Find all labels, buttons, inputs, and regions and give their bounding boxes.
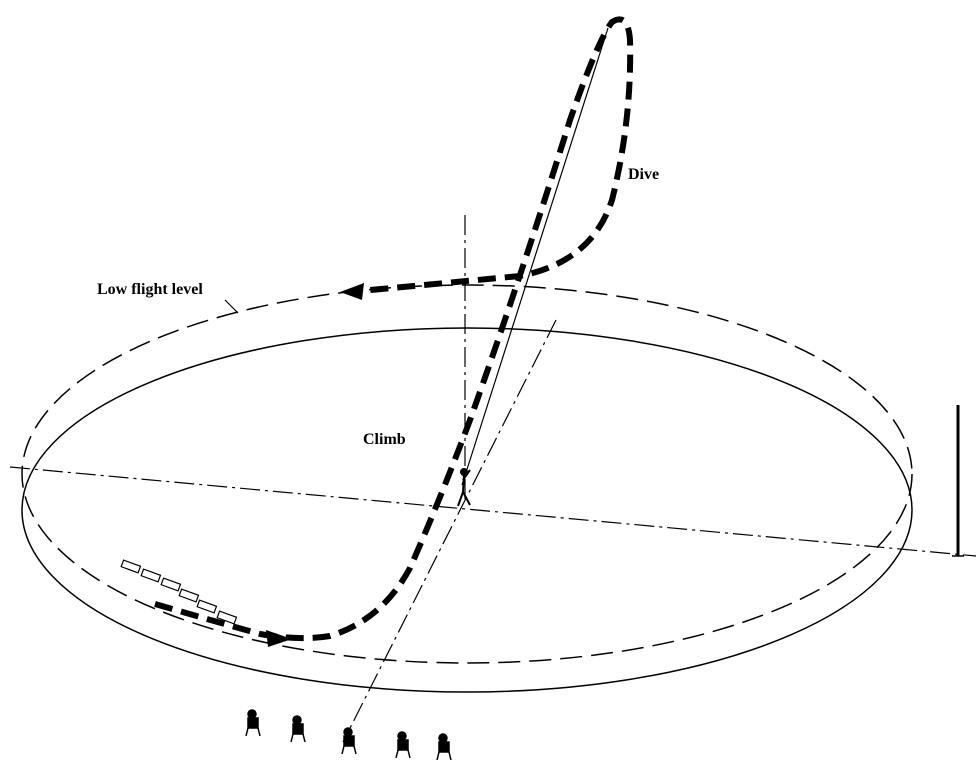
low-flight-label: Low flight level — [97, 281, 203, 298]
arrow-right — [266, 630, 292, 647]
spectators — [245, 709, 452, 761]
ground-circle — [21, 327, 913, 693]
main-axis — [9, 466, 976, 557]
arrow-left — [340, 283, 364, 300]
pilot — [457, 468, 471, 507]
flight-path — [154, 16, 634, 642]
low-flight-circle — [21, 284, 913, 664]
approach-marks — [120, 559, 238, 625]
climb-label: Climb — [363, 431, 406, 448]
dive-label: Dive — [628, 166, 659, 183]
sight-axis — [342, 319, 557, 743]
line-of-sight — [461, 27, 609, 486]
label-leader — [224, 299, 239, 314]
